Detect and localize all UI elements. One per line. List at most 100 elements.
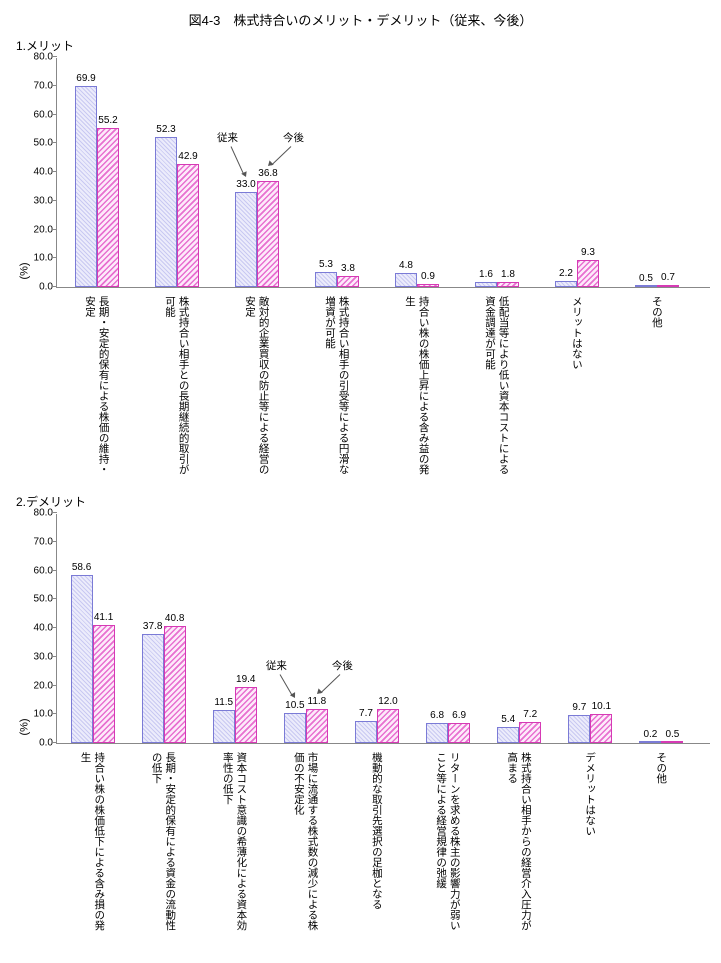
bar-series-a	[284, 713, 306, 743]
value-label: 5.4	[501, 714, 515, 725]
value-label: 9.7	[572, 702, 586, 713]
bar-series-a	[75, 86, 97, 287]
bar-series-a	[213, 710, 235, 743]
bar-series-a	[475, 282, 497, 287]
bar-series-a	[426, 723, 448, 743]
bar-series-b	[164, 626, 186, 743]
value-label: 7.2	[523, 709, 537, 720]
arrow-head-icon	[241, 171, 249, 178]
figure-title: 図4-3 株式持合いのメリット・デメリット（従来、今後）	[10, 10, 711, 29]
bar-series-b	[97, 128, 119, 287]
bar-series-b	[657, 285, 679, 287]
value-label: 40.8	[165, 613, 184, 624]
arrow-head-icon	[315, 688, 323, 696]
x-tick-label: 株式持合い相手との長期継続的取引が可能	[136, 296, 216, 484]
bar-series-a	[155, 137, 177, 287]
x-tick-label: 株式持合い相手からの経営介入圧力が高まる	[483, 752, 554, 940]
arrow-line	[271, 146, 291, 165]
bar-series-b	[93, 625, 115, 743]
x-tick-label: デメリットはない	[554, 752, 625, 839]
value-label: 0.7	[661, 272, 675, 283]
bar-series-a	[142, 634, 164, 743]
value-label: 6.8	[430, 710, 444, 721]
bar-series-b	[590, 714, 612, 743]
y-tick-label: 20.0	[34, 224, 57, 235]
bar-series-b	[661, 741, 683, 743]
bar-series-b	[235, 687, 257, 743]
bar-series-a	[635, 285, 657, 287]
value-label: 41.1	[94, 612, 113, 623]
bar-series-b	[377, 709, 399, 744]
value-label: 0.9	[421, 271, 435, 282]
legend-a-label: 従来	[217, 130, 238, 145]
bar-series-a	[235, 192, 257, 287]
x-tick-label: 低配当等により低い資本コストによる資金調達が可能	[456, 296, 536, 484]
value-label: 0.2	[643, 729, 657, 740]
x-tick-label: 市場に流通する株式数の減少による株価の不安定化	[269, 752, 340, 940]
y-tick-label: 50.0	[34, 138, 57, 149]
x-tick-label: 長期・安定的保有による資金の流動性の低下	[127, 752, 198, 940]
y-tick-label: 20.0	[34, 680, 57, 691]
x-tick-label: リターンを求める株主の影響力が弱いこと等による経営規律の弛緩	[412, 752, 483, 940]
chart1-subtitle: 1.メリット	[16, 37, 711, 54]
y-tick-label: 50.0	[34, 594, 57, 605]
value-label: 10.5	[285, 700, 304, 711]
value-label: 11.5	[214, 697, 233, 708]
arrow-line	[320, 674, 340, 693]
value-label: 11.8	[308, 696, 327, 707]
value-label: 19.4	[236, 674, 255, 685]
x-tick-label: その他	[625, 752, 696, 787]
value-label: 42.9	[178, 151, 197, 162]
arrow-head-icon	[290, 692, 298, 699]
x-tick-label: 機動的な取引先選択の足枷となる	[340, 752, 411, 913]
y-tick-label: 70.0	[34, 80, 57, 91]
y-tick-label: 80.0	[34, 508, 57, 519]
y-tick-label: 60.0	[34, 109, 57, 120]
x-tick-label: 長期・安定的保有による株価の維持・安定	[56, 296, 136, 484]
y-axis-label: (%)	[19, 718, 31, 735]
legend-b-label: 今後	[332, 658, 353, 673]
value-label: 6.9	[452, 710, 466, 721]
value-label: 1.6	[479, 269, 493, 280]
bar-series-b	[519, 722, 541, 743]
legend-a-label: 従来	[266, 658, 287, 673]
bar-series-a	[395, 273, 417, 287]
bar-series-b	[417, 284, 439, 287]
value-label: 36.8	[258, 168, 277, 179]
x-tick-label: メリットはない	[536, 296, 616, 373]
x-tick-label: 持合い株の株価上昇による含み益の発生	[376, 296, 456, 484]
y-tick-label: 10.0	[34, 253, 57, 264]
x-tick-label: 資本コスト意識の希薄化による資本効率性の低下	[198, 752, 269, 940]
bar-series-a	[71, 575, 93, 743]
value-label: 7.7	[359, 708, 373, 719]
value-label: 10.1	[592, 701, 611, 712]
legend-b-label: 今後	[283, 130, 304, 145]
chart2: (%) 58.6 41.1 37.840.8 11.5 19.4 10.5 11.8 7.7 1…	[10, 514, 710, 939]
value-label: 33.0	[236, 179, 255, 190]
x-tick-label: 株式持合い相手の引受等による円滑な増資が可能	[296, 296, 376, 484]
arrow-line	[279, 674, 292, 696]
x-tick-label: 敵対的企業買収の防止等による経営の安定	[216, 296, 296, 484]
y-axis-label: (%)	[19, 262, 31, 279]
y-tick-label: 40.0	[34, 167, 57, 178]
value-label: 5.3	[319, 259, 333, 270]
y-tick-label: 30.0	[34, 195, 57, 206]
value-label: 2.2	[559, 268, 573, 279]
x-tick-label: 持合い株の株価低下による含み損の発生	[56, 752, 127, 940]
y-tick-label: 30.0	[34, 651, 57, 662]
bar-series-b	[577, 260, 599, 287]
y-tick-label: 0.0	[39, 282, 57, 293]
arrow-line	[231, 146, 245, 175]
value-label: 12.0	[378, 696, 397, 707]
value-label: 0.5	[665, 729, 679, 740]
value-label: 1.8	[501, 269, 515, 280]
bar-series-b	[337, 276, 359, 287]
value-label: 37.8	[143, 621, 162, 632]
y-tick-label: 0.0	[39, 738, 57, 749]
bar-series-b	[257, 181, 279, 287]
value-label: 0.5	[639, 273, 653, 284]
y-tick-label: 40.0	[34, 623, 57, 634]
bar-series-a	[639, 741, 661, 743]
value-label: 69.9	[76, 73, 95, 84]
value-label: 58.6	[72, 562, 91, 573]
